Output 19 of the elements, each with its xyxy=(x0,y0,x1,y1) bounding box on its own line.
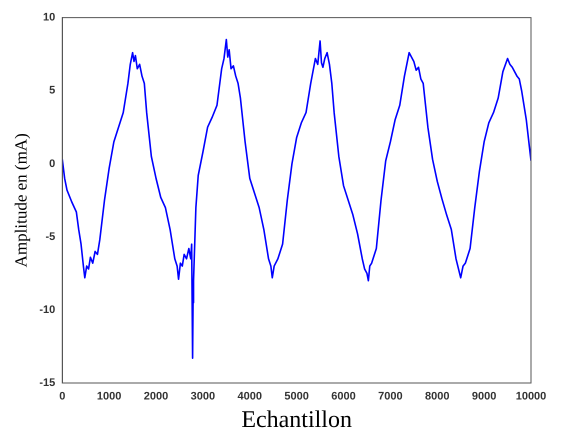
y-tick-label: 10 xyxy=(43,12,56,24)
y-tick-label: 0 xyxy=(49,158,56,170)
y-tick-label: -15 xyxy=(39,377,56,390)
y-tick-label: 5 xyxy=(49,84,56,97)
y-tick-label: -5 xyxy=(46,230,56,243)
y-axis-title: Amplitude en (mA) xyxy=(12,133,31,268)
x-tick-label: 8000 xyxy=(425,390,450,403)
x-tick-label: 6000 xyxy=(331,390,356,403)
x-tick-label: 5000 xyxy=(284,390,309,403)
x-tick-label: 4000 xyxy=(238,390,262,403)
x-tick-label: 1000 xyxy=(96,390,122,403)
x-axis-title: Echantillon xyxy=(241,406,352,433)
x-tick-label: 0 xyxy=(59,390,66,403)
x-tick-label: 2000 xyxy=(144,390,168,403)
x-tick-label: 7000 xyxy=(378,390,403,403)
y-tick-label: -10 xyxy=(39,304,56,316)
x-tick-label: 10000 xyxy=(516,390,546,403)
x-tick-label: 3000 xyxy=(190,390,216,403)
x-tick-label: 9000 xyxy=(472,390,496,403)
